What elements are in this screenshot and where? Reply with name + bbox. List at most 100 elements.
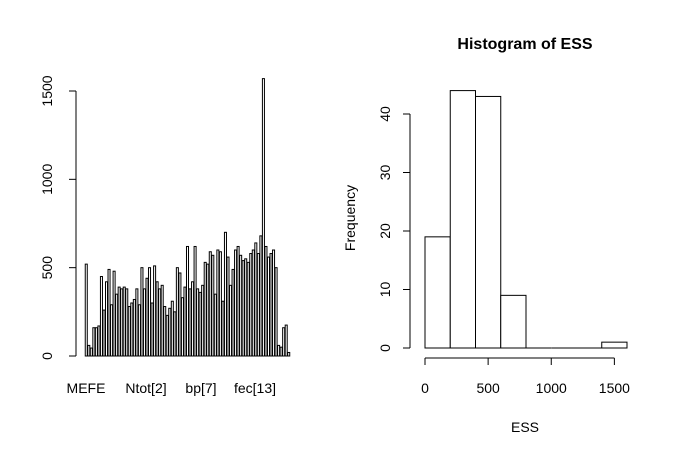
- bar: [196, 288, 200, 357]
- histogram-y-tick-label: 40: [377, 106, 393, 122]
- bar: [221, 300, 225, 357]
- bar: [137, 304, 141, 357]
- bar: [282, 327, 286, 357]
- bar: [107, 268, 111, 357]
- bar: [132, 298, 136, 357]
- bar: [254, 242, 258, 357]
- bar: [170, 300, 174, 357]
- histogram-y-axis-label: Frequency: [342, 185, 358, 251]
- histogram-bar: [424, 236, 451, 349]
- bar: [173, 311, 177, 357]
- bar: [218, 251, 222, 357]
- bar: [284, 324, 288, 357]
- bar: [155, 281, 159, 357]
- bar: [256, 253, 260, 357]
- bar: [239, 254, 243, 357]
- bar: [206, 263, 210, 357]
- bar: [84, 263, 88, 357]
- bar: [249, 253, 253, 357]
- bar: [175, 267, 179, 357]
- bar: [208, 251, 212, 357]
- bar: [178, 272, 182, 357]
- bar: [229, 284, 233, 357]
- bar: [259, 235, 263, 357]
- bar: [127, 306, 131, 357]
- histogram-y-tick-label: 10: [377, 282, 393, 298]
- bar: [241, 260, 245, 357]
- bar: [211, 254, 215, 357]
- bar: [165, 314, 169, 357]
- bar: [231, 268, 235, 357]
- bar: [183, 286, 187, 357]
- bar: [105, 281, 109, 357]
- bar: [112, 270, 116, 357]
- histogram-bar: [500, 294, 527, 349]
- bar: [223, 231, 227, 357]
- bar: [94, 327, 98, 357]
- histogram-y-tick-label: 20: [377, 223, 393, 239]
- left-category-label: MEFE: [67, 380, 106, 396]
- bar: [158, 288, 162, 357]
- bar: [87, 344, 91, 357]
- bar: [92, 327, 96, 357]
- bar: [216, 249, 220, 357]
- bar: [236, 245, 240, 357]
- bar: [142, 288, 146, 357]
- bar: [115, 293, 119, 357]
- left-category-label: fec[13]: [234, 380, 276, 396]
- bar: [188, 288, 192, 357]
- left-category-labels: MEFE Ntot[2] bp[7] fec[13]: [67, 380, 276, 396]
- left-y-tick-label: 0: [39, 352, 55, 360]
- left-y-tick-label: 500: [39, 256, 55, 280]
- left-category-label: Ntot[2]: [125, 380, 166, 396]
- histogram-y-axis: 0 10 20 30 40: [377, 106, 411, 352]
- histogram-bars: [424, 90, 628, 349]
- left-bars: [84, 78, 291, 357]
- bar: [110, 304, 114, 357]
- left-y-axis: 0 500 1000 1500: [39, 75, 77, 360]
- bar: [251, 249, 255, 357]
- bar: [130, 302, 134, 357]
- histogram-y-tick-label: 0: [377, 344, 393, 352]
- histogram-x-tick-label: 1000: [536, 380, 567, 396]
- bar: [135, 288, 139, 357]
- bar: [274, 267, 278, 357]
- histogram-x-axis: 0 500 1000 1500: [421, 357, 630, 396]
- bar: [185, 245, 190, 357]
- histogram-bar: [449, 90, 476, 349]
- bar: [140, 267, 144, 357]
- bar: [226, 256, 230, 357]
- histogram-y-tick-label: 30: [377, 165, 393, 181]
- left-y-tick-label: 1500: [39, 75, 55, 106]
- bar: [153, 265, 157, 357]
- bar: [148, 267, 152, 357]
- bar: [213, 293, 217, 357]
- left-y-tick-label: 1000: [39, 164, 55, 195]
- histogram-x-axis-label: ESS: [511, 419, 539, 435]
- bar: [102, 309, 106, 357]
- bar: [277, 344, 281, 357]
- histogram-bar: [475, 95, 502, 349]
- bar: [287, 351, 291, 357]
- histogram-x-tick-label: 1500: [599, 380, 630, 396]
- bar: [89, 347, 93, 357]
- bar: [163, 306, 167, 357]
- left-bar-chart: 0 500 1000 1500 MEFE Ntot[2] bp[7] fec[13]: [39, 75, 291, 396]
- bar: [234, 249, 238, 357]
- bar: [203, 261, 207, 357]
- bar: [99, 276, 103, 357]
- bar: [125, 288, 129, 357]
- bar: [193, 245, 197, 357]
- histogram-x-tick-label: 500: [476, 380, 500, 396]
- bar: [269, 253, 273, 357]
- bar: [246, 261, 250, 357]
- bar: [122, 286, 126, 357]
- bar: [244, 258, 248, 357]
- bar: [272, 249, 276, 357]
- bar: [201, 284, 205, 357]
- right-histogram: Histogram of ESS 0 500 1000 1500 010203040 …: [342, 36, 630, 435]
- bar: [160, 284, 164, 357]
- bar: [264, 245, 268, 357]
- histogram-x-tick-label: 0: [421, 380, 429, 396]
- bar: [117, 286, 121, 357]
